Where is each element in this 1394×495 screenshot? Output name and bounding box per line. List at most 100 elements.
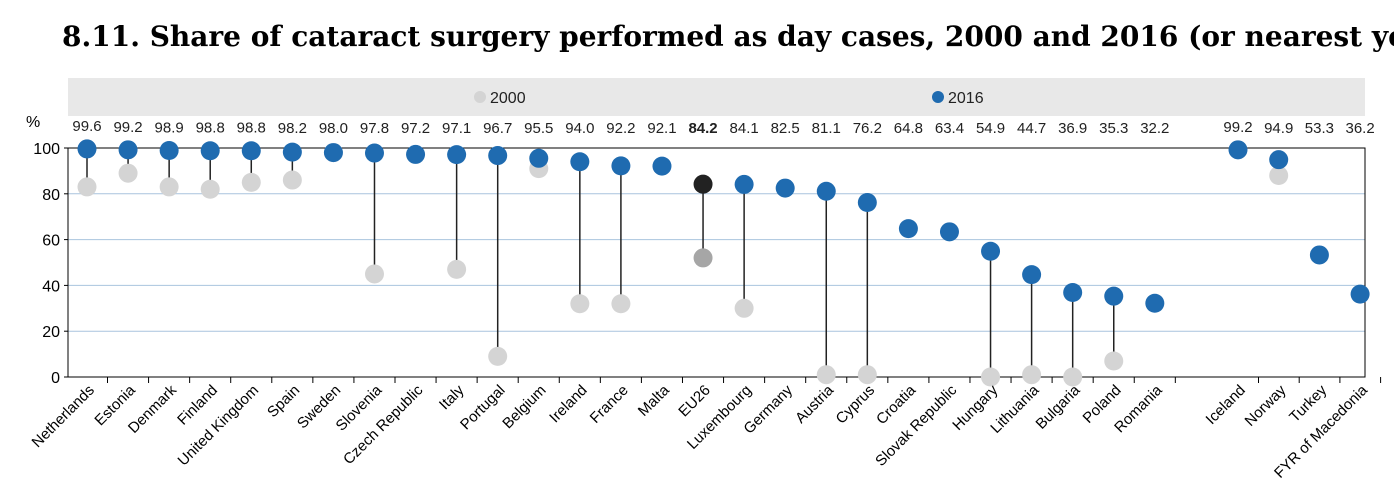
point-2016-estonia — [118, 140, 138, 160]
point-2000-lithuania — [1022, 365, 1042, 385]
point-2000-estonia — [118, 163, 138, 183]
y-axis-label: % — [26, 114, 40, 131]
point-2000-cyprus — [857, 365, 877, 385]
point-2016-france — [611, 156, 631, 176]
point-2016-austria — [816, 181, 836, 201]
point-2000-hungary — [981, 367, 1001, 387]
point-2016-romania — [1145, 293, 1165, 313]
stems — [86, 148, 1280, 377]
point-2000-eu26 — [693, 248, 713, 268]
point-2000-ireland — [570, 294, 590, 314]
point-2016-belgium — [529, 148, 549, 168]
y-tick-label-100: 100 — [33, 141, 60, 158]
data-label-slovenia: 97.8 — [360, 120, 389, 137]
legend-marker-2000 — [474, 91, 486, 103]
point-2016-norway — [1269, 150, 1289, 170]
point-2000-united-kingdom — [241, 172, 261, 192]
data-label-cyprus: 76.2 — [853, 120, 882, 137]
data-label-eu26: 84.2 — [688, 120, 717, 137]
point-2000-bulgaria — [1063, 367, 1083, 387]
category-label-portugal: Portugal — [457, 382, 509, 434]
data-label-slovak-republic: 63.4 — [935, 120, 964, 137]
point-2016-sweden — [323, 143, 343, 163]
category-label-netherlands: Netherlands — [29, 382, 98, 451]
point-2016-bulgaria — [1063, 282, 1083, 302]
point-2016-turkey — [1309, 245, 1329, 265]
category-label-eu26: EU26 — [675, 382, 714, 421]
point-2016-spain — [282, 142, 302, 162]
grid — [68, 193, 1365, 332]
data-label-netherlands: 99.6 — [72, 118, 101, 135]
point-2000-denmark — [159, 177, 179, 197]
category-label-italy: Italy — [436, 381, 468, 413]
data-label-iceland: 99.2 — [1223, 119, 1252, 136]
point-2016-cyprus — [857, 193, 877, 213]
data-label-luxembourg: 84.1 — [730, 120, 759, 137]
data-label-belgium: 95.5 — [524, 120, 553, 137]
point-2000-finland — [200, 179, 220, 199]
point-2016-czech-republic — [406, 144, 426, 164]
point-2000-austria — [816, 365, 836, 385]
point-2016-finland — [200, 141, 220, 161]
point-2016-denmark — [159, 141, 179, 161]
point-2000-spain — [282, 170, 302, 190]
point-2016-italy — [447, 145, 467, 165]
point-2016-luxembourg — [734, 174, 754, 194]
point-2016-malta — [652, 156, 672, 176]
y-tick-label-0: 0 — [51, 370, 60, 387]
data-label-hungary: 54.9 — [976, 120, 1005, 137]
plot-frame — [67, 147, 1366, 378]
point-2016-poland — [1104, 286, 1124, 306]
point-2016-hungary — [981, 241, 1001, 261]
data-label-ireland: 94.0 — [565, 120, 594, 137]
point-2000-france — [611, 294, 631, 314]
point-2000-slovenia — [364, 264, 384, 284]
series-2000-points — [77, 143, 1289, 387]
point-2016-germany — [775, 178, 795, 198]
point-2016-lithuania — [1022, 265, 1042, 285]
data-label-united-kingdom: 98.8 — [237, 120, 266, 137]
point-2000-italy — [447, 259, 467, 279]
category-label-belgium: Belgium — [499, 382, 549, 432]
category-label-bulgaria: Bulgaria — [1033, 381, 1084, 432]
category-label-malta: Malta — [635, 381, 673, 419]
data-label-turkey: 53.3 — [1305, 120, 1334, 137]
point-2016-fyr-of-macedonia — [1350, 284, 1370, 304]
point-2000-portugal — [488, 346, 508, 366]
legend-marker-2016 — [932, 91, 944, 103]
y-tick-label-60: 60 — [42, 233, 60, 250]
point-2000-norway — [1269, 165, 1289, 185]
point-2016-portugal — [488, 146, 508, 166]
data-labels: 99.6 99.2 98.9 98.8 98.8 98.2 98.0 97.8 97.2 97.1… — [72, 118, 1374, 137]
data-label-romania: 32.2 — [1140, 120, 1169, 137]
category-label-france: France — [587, 382, 632, 427]
data-label-lithuania: 44.7 — [1017, 120, 1046, 137]
legend-label-2000: 2000 — [490, 90, 526, 107]
data-label-fyr-of-macedonia: 36.2 — [1345, 120, 1374, 137]
data-label-czech-republic: 97.2 — [401, 120, 430, 137]
data-label-finland: 98.8 — [196, 120, 225, 137]
category-label-ireland: Ireland — [546, 382, 590, 426]
legend: 2000 2016 — [474, 90, 984, 107]
category-label-austria: Austria — [792, 381, 837, 426]
point-2016-united-kingdom — [241, 141, 261, 161]
y-tick-label-80: 80 — [42, 187, 60, 204]
series-2016-points — [77, 139, 1370, 313]
data-label-norway: 94.9 — [1264, 120, 1293, 137]
y-axis-ticks: 0 20 40 60 80 100 — [33, 141, 68, 387]
plot-border — [67, 147, 1366, 378]
data-label-portugal: 96.7 — [483, 120, 512, 137]
point-2016-slovenia — [364, 143, 384, 163]
data-label-spain: 98.2 — [278, 120, 307, 137]
data-label-denmark: 98.9 — [155, 120, 184, 137]
category-label-norway: Norway — [1242, 381, 1290, 429]
point-2000-netherlands — [77, 177, 97, 197]
data-label-malta: 92.1 — [647, 120, 676, 137]
y-tick-label-40: 40 — [42, 278, 60, 295]
data-label-sweden: 98.0 — [319, 120, 348, 137]
point-2016-eu26 — [693, 174, 713, 194]
category-label-spain: Spain — [264, 382, 303, 421]
point-2016-slovak-republic — [939, 222, 959, 242]
